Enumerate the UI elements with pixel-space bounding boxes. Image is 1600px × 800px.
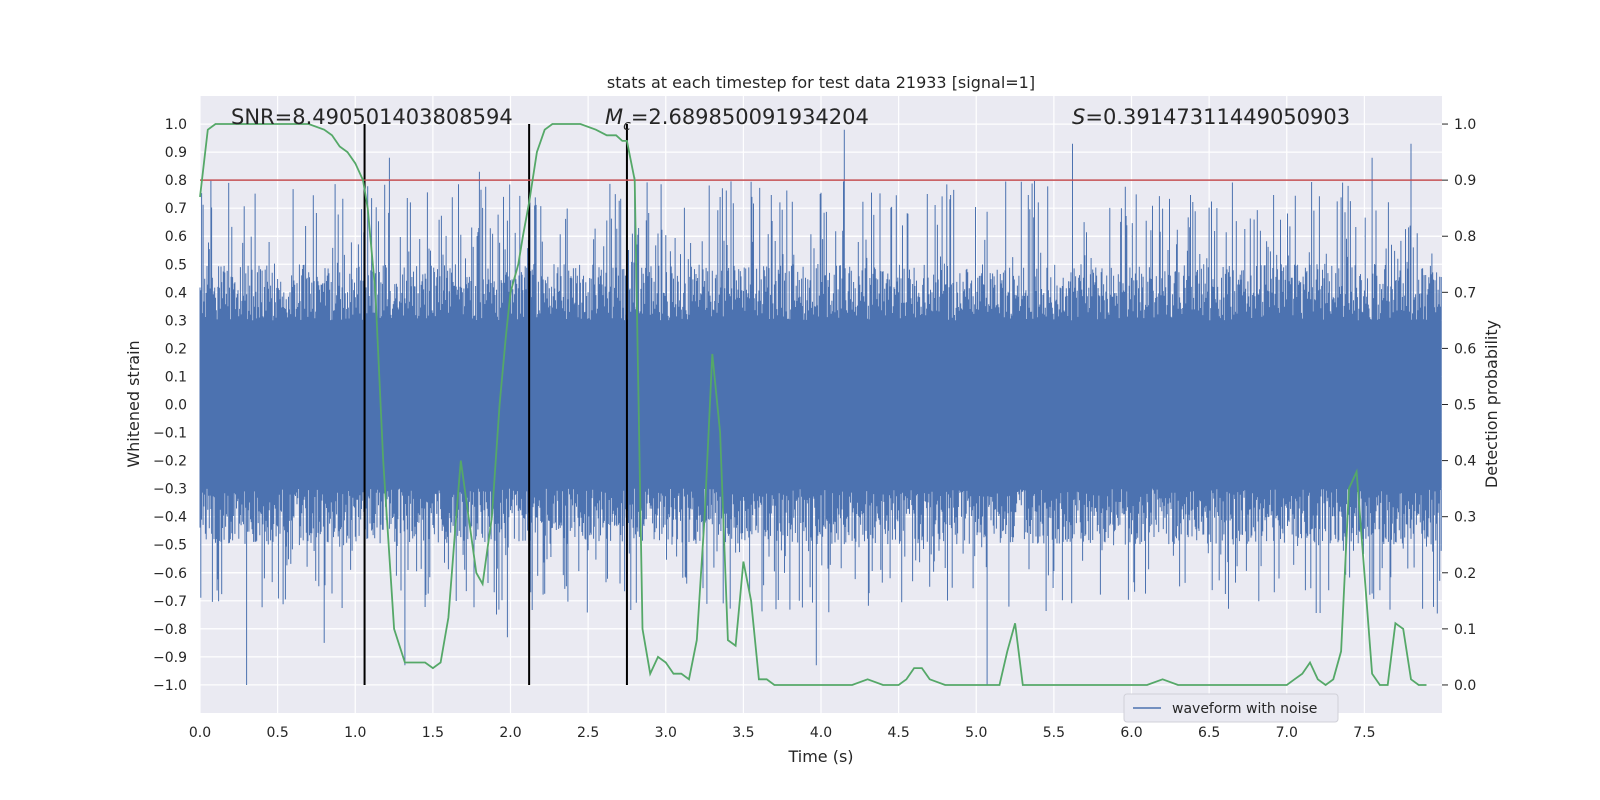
y-right-tick-label: 0.4 — [1454, 454, 1476, 470]
x-tick-label: 3.0 — [655, 725, 677, 741]
y-left-tick-label: 0.0 — [165, 398, 187, 414]
y-left-tick-label: −0.1 — [153, 426, 187, 442]
x-tick-label: 2.5 — [577, 725, 599, 741]
y-right-tick-label: 0.5 — [1454, 398, 1476, 414]
legend: waveform with noise — [1123, 693, 1339, 723]
y-axis-label-left: Whitened strain — [124, 340, 143, 467]
chart-title: stats at each timestep for test data 219… — [607, 73, 1035, 92]
axis-ticks: 0.0 0.5 1.0 1.5 2.0 2.5 3.0 3.5 4.0 4.5 5.0 5.5 6.0 6… — [153, 117, 1476, 741]
y-right-tick-label: 0.9 — [1454, 173, 1476, 189]
y-left-tick-label: 0.9 — [165, 145, 187, 161]
y-left-tick-label: −0.4 — [153, 510, 187, 526]
x-tick-label: 3.5 — [732, 725, 754, 741]
y-left-tick-label: −1.0 — [153, 678, 187, 694]
x-tick-label: 5.0 — [965, 725, 987, 741]
waveform-line — [199, 129, 1442, 685]
y-left-tick-label: 0.4 — [165, 285, 187, 301]
legend-label: waveform with noise — [1172, 701, 1317, 717]
y-left-tick-label: 0.1 — [165, 369, 187, 385]
y-right-tick-label: 1.0 — [1454, 117, 1476, 133]
y-axis-label-right: Detection probability — [1482, 320, 1501, 488]
x-tick-label: 4.5 — [887, 725, 909, 741]
y-left-tick-label: 0.5 — [165, 257, 187, 273]
y-left-tick-label: −0.3 — [153, 482, 187, 498]
y-right-tick-label: 0.8 — [1454, 229, 1476, 245]
chirp-mass-symbol: M — [605, 105, 623, 129]
chirp-mass-value: =2.689850091934204 — [631, 105, 869, 129]
y-left-tick-label: 0.3 — [165, 313, 187, 329]
s-value: =0.39147311449050903 — [1085, 105, 1350, 129]
x-tick-label: 2.0 — [499, 725, 521, 741]
x-tick-label: 1.0 — [344, 725, 366, 741]
y-left-tick-label: −0.6 — [153, 566, 187, 582]
chirp-mass-annotation: Mc=2.689850091934204 — [605, 105, 869, 134]
probability-line — [199, 123, 1427, 687]
s-annotation: S=0.39147311449050903 — [1072, 105, 1350, 129]
s-symbol: S — [1072, 105, 1085, 129]
detection-probability-series — [199, 123, 1427, 687]
waveform-series — [199, 129, 1442, 685]
y-right-tick-label: 0.2 — [1454, 566, 1476, 582]
snr-annotation: SNR=8.490501403808594 — [231, 105, 513, 129]
x-tick-label: 0.0 — [189, 725, 211, 741]
y-left-tick-label: −0.5 — [153, 538, 187, 554]
y-left-tick-label: −0.9 — [153, 650, 187, 666]
y-left-tick-label: 0.7 — [165, 201, 187, 217]
y-right-tick-label: 0.7 — [1454, 285, 1476, 301]
x-tick-label: 5.5 — [1043, 725, 1065, 741]
vertical-markers — [363, 124, 628, 685]
y-right-tick-label: 0.3 — [1454, 510, 1476, 526]
x-tick-label: 1.5 — [422, 725, 444, 741]
y-right-tick-label: 0.1 — [1454, 622, 1476, 638]
y-left-tick-label: −0.7 — [153, 594, 187, 610]
legend-box — [1123, 693, 1339, 723]
x-tick-label: 0.5 — [266, 725, 288, 741]
x-axis-label: Time (s) — [787, 747, 853, 766]
x-tick-label: 7.0 — [1276, 725, 1298, 741]
y-left-tick-label: −0.8 — [153, 622, 187, 638]
y-right-tick-label: 0.6 — [1454, 341, 1476, 357]
y-left-tick-label: 0.8 — [165, 173, 187, 189]
x-tick-label: 6.0 — [1120, 725, 1142, 741]
y-left-tick-label: 1.0 — [165, 117, 187, 133]
y-left-tick-label: −0.2 — [153, 454, 187, 470]
y-right-tick-label: 0.0 — [1454, 678, 1476, 694]
x-tick-label: 4.0 — [810, 725, 832, 741]
y-left-tick-label: 0.6 — [165, 229, 187, 245]
x-tick-label: 6.5 — [1198, 725, 1220, 741]
y-left-tick-label: 0.2 — [165, 341, 187, 357]
chirp-mass-subscript: c — [623, 118, 631, 134]
x-tick-label: 7.5 — [1353, 725, 1375, 741]
